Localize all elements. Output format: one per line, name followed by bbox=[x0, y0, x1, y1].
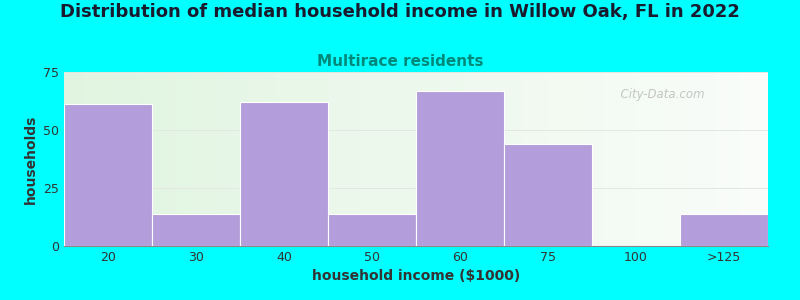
Bar bbox=[504, 144, 592, 246]
Y-axis label: households: households bbox=[23, 114, 38, 204]
X-axis label: household income ($1000): household income ($1000) bbox=[312, 269, 520, 284]
Bar bbox=[680, 214, 768, 246]
Bar bbox=[240, 102, 328, 246]
Text: Distribution of median household income in Willow Oak, FL in 2022: Distribution of median household income … bbox=[60, 3, 740, 21]
Bar bbox=[64, 104, 152, 246]
Bar bbox=[328, 214, 416, 246]
Bar bbox=[152, 214, 240, 246]
Bar bbox=[416, 91, 504, 246]
Text: Multirace residents: Multirace residents bbox=[317, 54, 483, 69]
Text: City-Data.com: City-Data.com bbox=[613, 88, 705, 101]
